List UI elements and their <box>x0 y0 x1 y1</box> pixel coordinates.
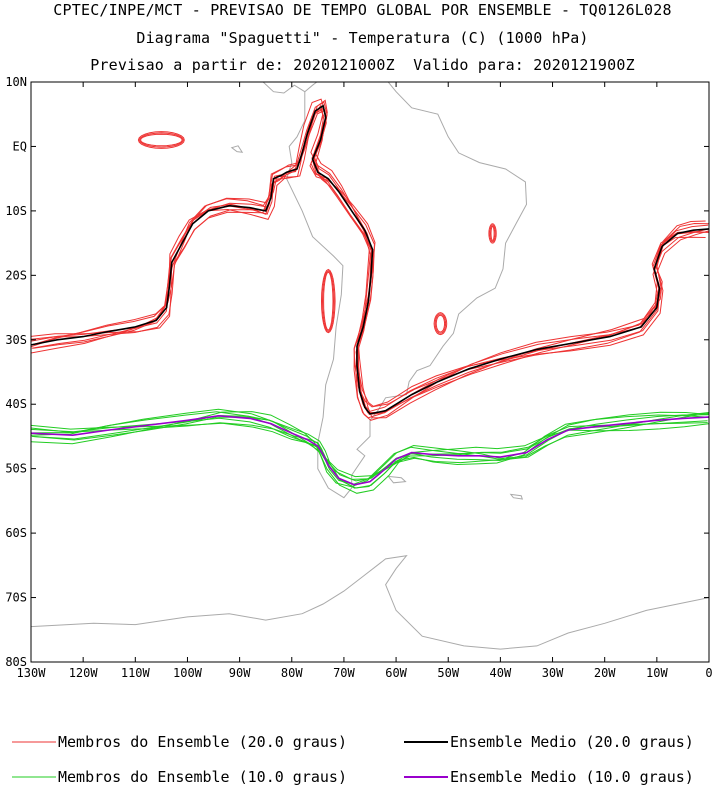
member-loop-southern-brazil-2 <box>434 313 447 334</box>
y-tick-label: 20S <box>5 268 27 282</box>
plot-frame <box>30 81 710 663</box>
y-tick-label: EQ <box>13 139 27 153</box>
member-loop-pacific-north-3 <box>137 131 185 149</box>
y-tick-label: 70S <box>5 591 27 605</box>
y-tick-label: 60S <box>5 526 27 540</box>
legend-label-4: Ensemble Medio (10.0 graus) <box>450 768 694 786</box>
x-tick-label: 130W <box>17 666 47 680</box>
chart-title-line-2: Diagrama "Spaguetti" - Temperatura (C) (… <box>136 29 589 47</box>
member-loop-bolivia-1 <box>323 271 334 331</box>
x-tick-label: 80W <box>281 666 303 680</box>
legend-label-2: Ensemble Medio (20.0 graus) <box>450 733 694 751</box>
ensemble-member-20-4 <box>31 107 706 407</box>
member-loop-southern-brazil-3 <box>433 312 448 336</box>
member-loop-brazil-highlands-3 <box>488 223 497 244</box>
y-tick-label: 80S <box>5 655 27 669</box>
x-tick-label: 20W <box>594 666 616 680</box>
galapagos-coastline <box>230 145 244 153</box>
y-tick-label: 40S <box>5 397 27 411</box>
x-tick-label: 0 <box>705 666 712 680</box>
legend-label-1: Membros do Ensemble (20.0 graus) <box>58 733 347 751</box>
member-loop-bolivia-2 <box>321 270 335 333</box>
coastline-layer <box>31 82 709 650</box>
x-tick-label: 110W <box>121 666 151 680</box>
x-tick-label: 50W <box>437 666 459 680</box>
central-america-coastline <box>262 82 306 94</box>
x-tick-label: 100W <box>173 666 203 680</box>
ensemble-member-10-2 <box>33 416 708 489</box>
ensemble-member-20-2 <box>33 99 709 414</box>
ensemble-member-10-8 <box>31 411 709 494</box>
legend: Membros do Ensemble (20.0 graus) Ensemble… <box>12 733 694 786</box>
member-loop-southern-brazil-1 <box>435 314 446 333</box>
ensemble-member-20-8 <box>31 98 706 419</box>
ensemble-member-10-3 <box>31 408 709 488</box>
chart-title-line-3: Previsao a partir de: 2020121000Z Valido… <box>90 56 635 74</box>
x-tick-label: 30W <box>542 666 564 680</box>
chart-title-line-1: CPTEC/INPE/MCT - PREVISAO DE TEMPO GLOBA… <box>53 1 672 19</box>
y-tick-label: 10N <box>5 75 27 89</box>
x-tick-label: 40W <box>490 666 512 680</box>
ensemble-member-10-7 <box>31 414 709 480</box>
x-tick-label: 70W <box>333 666 355 680</box>
ensemble-mean-layer <box>31 104 709 486</box>
y-tick-label: 10S <box>5 204 27 218</box>
falklands-coastline <box>387 475 407 484</box>
member-loop-bolivia-3 <box>320 268 336 334</box>
axes: 130W 120W 110W 100W 90W 80W 70W 60W 50W 40W 30W 20W… <box>5 75 712 680</box>
x-tick-label: 90W <box>229 666 251 680</box>
member-loop-pacific-north-2 <box>138 132 184 148</box>
member-loop-brazil-highlands-2 <box>489 224 496 243</box>
south-georgia-coastline <box>509 493 524 500</box>
ensemble-mean-20-line <box>31 104 709 415</box>
ensemble-mean-10-line <box>31 414 709 486</box>
antarctica-coastline <box>31 555 709 650</box>
x-tick-label: 10W <box>646 666 668 680</box>
y-tick-label: 50S <box>5 462 27 476</box>
legend-label-3: Membros do Ensemble (10.0 graus) <box>58 768 347 786</box>
y-tick-label: 30S <box>5 333 27 347</box>
member-loop-brazil-highlands-1 <box>490 225 495 242</box>
x-tick-label: 120W <box>69 666 99 680</box>
member-loop-pacific-north-1 <box>139 133 183 147</box>
x-tick-label: 60W <box>385 666 407 680</box>
